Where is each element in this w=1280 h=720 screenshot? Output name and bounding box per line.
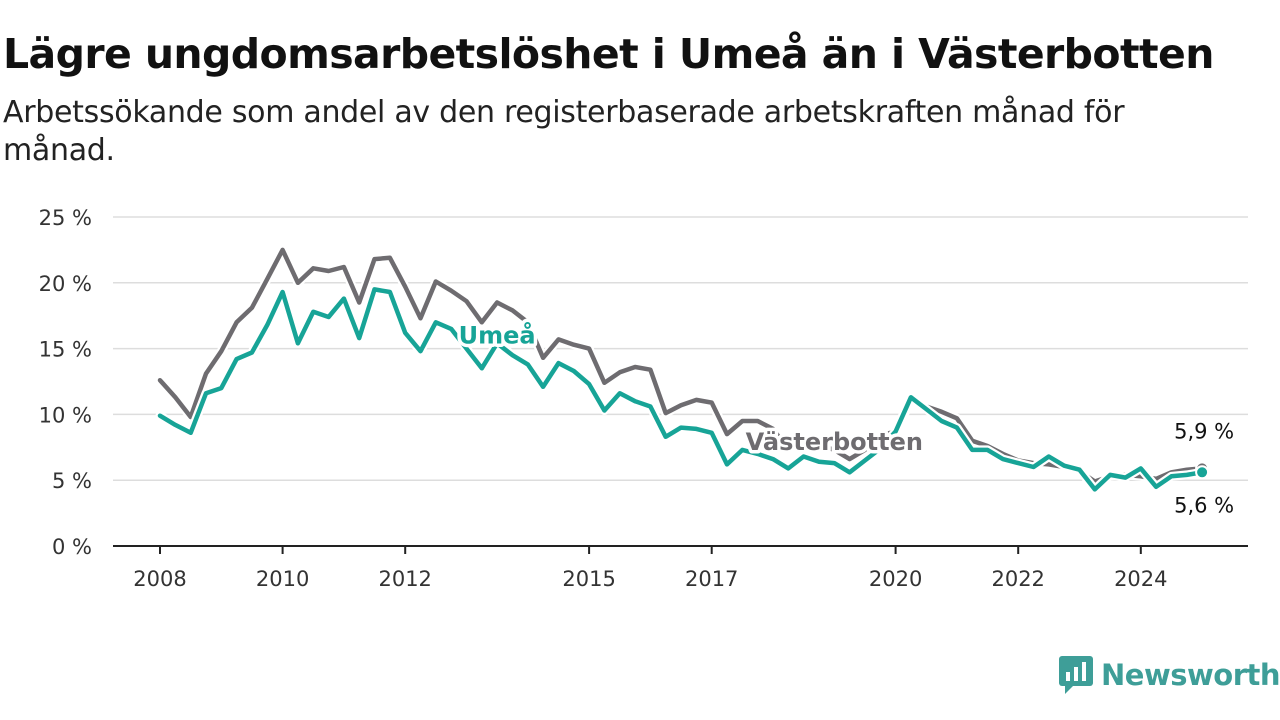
- series-end-label: 5,9 %: [1174, 419, 1234, 443]
- line-chart: 0 % 5 % 10 % 15 % 20 % 25 % 2008 2010 2012 2015 20…: [39, 206, 1248, 591]
- y-tick-label: 5 %: [52, 469, 92, 493]
- series-line: [157, 247, 1205, 484]
- x-tick-label: 2024: [1114, 567, 1167, 591]
- series-line-halo: [155, 245, 1207, 486]
- chart-subtitle: Arbetssökande som andel av den registerb…: [3, 95, 1125, 168]
- gridlines: [113, 216, 1248, 481]
- chart-title: Lägre ungdomsarbetslöshet i Umeå än i Vä…: [3, 30, 1214, 78]
- y-tick-label: 20 %: [39, 272, 92, 296]
- brand-name: Newsworthy: [1101, 658, 1280, 692]
- x-tick-label: 2017: [685, 567, 738, 591]
- x-tick-label: 2008: [133, 567, 186, 591]
- newsworthy-logo: Newsworthy: [1059, 655, 1280, 695]
- series-name-label: Umeå: [459, 320, 536, 349]
- series-end-point: [1195, 465, 1210, 480]
- x-tick-label: 2020: [869, 567, 922, 591]
- newsworthy-logo-icon: [1059, 656, 1093, 694]
- x-tick-label: 2015: [562, 567, 615, 591]
- x-tick-label: 2022: [991, 567, 1044, 591]
- y-tick-label: 10 %: [39, 403, 92, 427]
- series-end-label: 5,6 %: [1174, 493, 1234, 517]
- y-tick-label: 0 %: [52, 535, 92, 559]
- x-tick-label: 2012: [378, 567, 431, 591]
- y-tick-label: 25 %: [39, 206, 92, 230]
- series-labels: 5,9 % 5,6 % Västerbotten Umeå: [455, 317, 1236, 520]
- series-lines: [155, 245, 1207, 494]
- axes: 0 % 5 % 10 % 15 % 20 % 25 % 2008 2010 2012 2015 20…: [39, 206, 1248, 591]
- y-tick-label: 15 %: [39, 338, 92, 362]
- series-line: [157, 287, 1205, 492]
- x-tick-label: 2010: [256, 567, 309, 591]
- series-name-label: Västerbotten: [746, 428, 923, 456]
